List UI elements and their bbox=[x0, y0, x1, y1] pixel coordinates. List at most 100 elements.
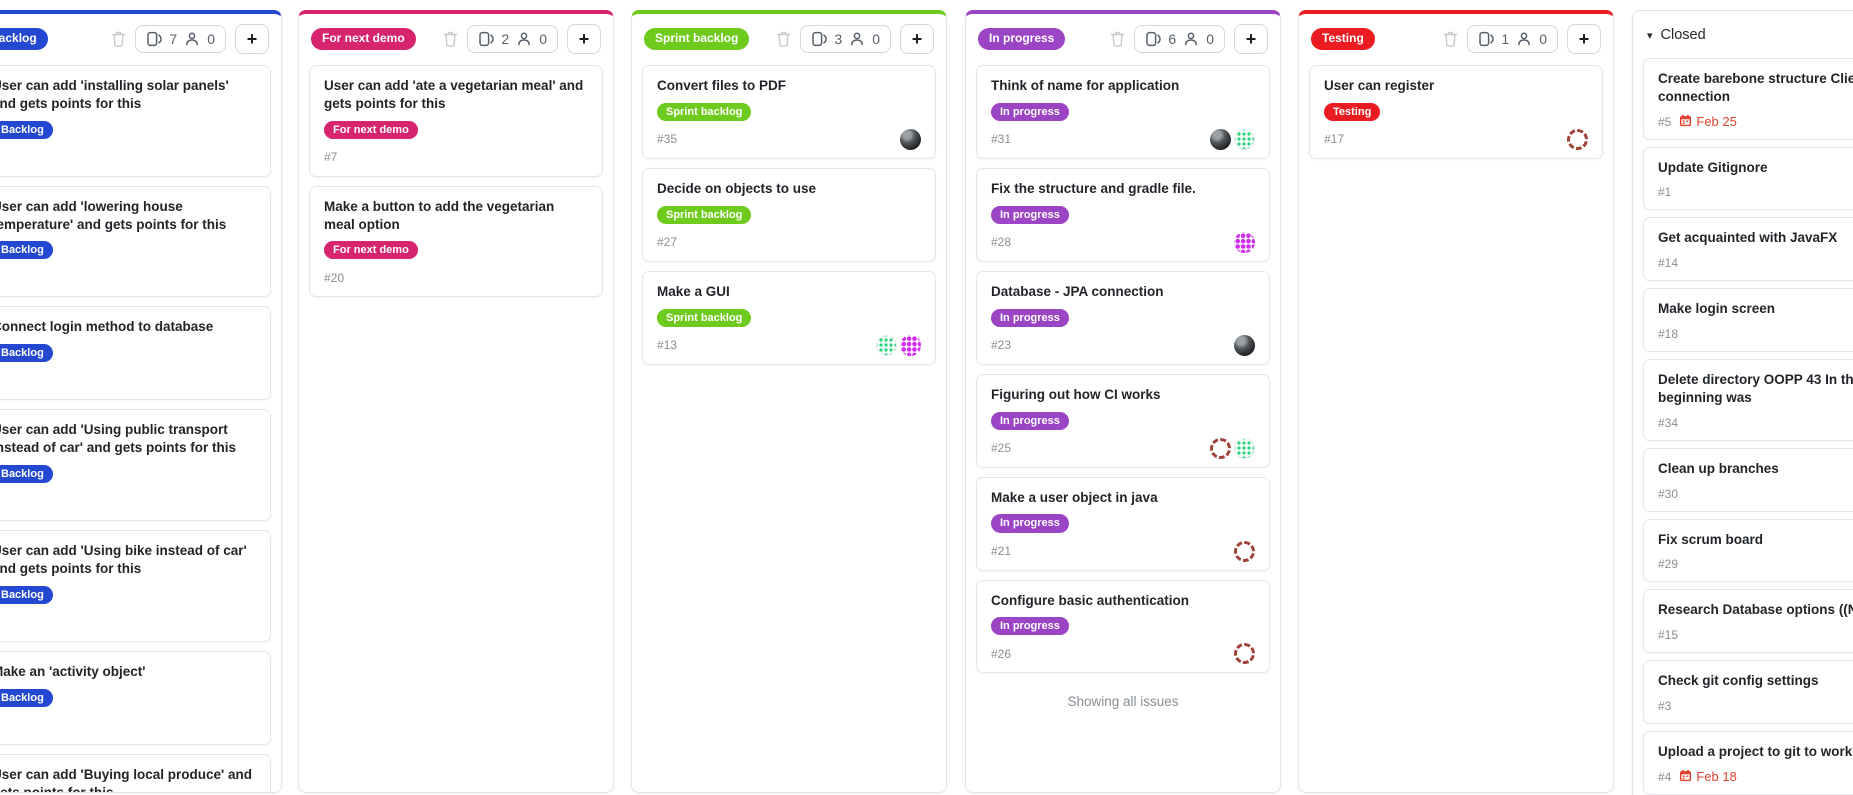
trash-icon[interactable] bbox=[776, 31, 791, 47]
card[interactable]: User can add 'ate a vegetarian meal' and… bbox=[309, 65, 603, 177]
card-label: Backlog bbox=[0, 464, 53, 484]
add-card-button[interactable]: + bbox=[900, 24, 934, 54]
card-title: User can add 'Buying local produce' and … bbox=[0, 766, 252, 793]
issue-number: #27 bbox=[657, 235, 678, 250]
column-counts: 6 0 bbox=[1134, 25, 1225, 53]
card-label: For next demo bbox=[324, 120, 418, 139]
card-label: Backlog bbox=[0, 344, 53, 363]
trash-icon[interactable] bbox=[1443, 31, 1458, 47]
issue-number: #3 bbox=[1658, 698, 1672, 713]
card[interactable]: Clean up branches #30 bbox=[1643, 447, 1853, 512]
column-closed: ▾ Closed Create barebone structure Clien… bbox=[1632, 10, 1853, 795]
card-title: Delete directory OOPP 43 In the beginnin… bbox=[1658, 372, 1853, 405]
card[interactable]: Fix scrum board #29 bbox=[1643, 518, 1853, 583]
card[interactable]: Think of name for application In progres… bbox=[976, 65, 1270, 159]
card-label: Sprint backlog bbox=[657, 205, 752, 224]
column-label: Testing bbox=[1311, 28, 1375, 50]
card[interactable]: Make a user object in java In progress #… bbox=[976, 476, 1270, 571]
assignees-icon bbox=[849, 31, 865, 47]
column-counts: 2 0 bbox=[467, 25, 558, 53]
issue-number: #7 bbox=[324, 150, 338, 165]
assignees-count: 0 bbox=[1206, 31, 1214, 47]
assignees-icon bbox=[516, 31, 532, 47]
trash-icon[interactable] bbox=[111, 31, 126, 47]
card[interactable]: Figuring out how CI works In progress #2… bbox=[976, 373, 1270, 468]
add-card-button[interactable]: + bbox=[1234, 24, 1268, 54]
card[interactable]: Make an 'activity object' Backlog bbox=[0, 650, 271, 745]
card[interactable]: Update Gitignore #1 bbox=[1643, 146, 1853, 211]
card[interactable]: Database - JPA connection In progress #2… bbox=[976, 270, 1270, 365]
trash-icon[interactable] bbox=[1110, 31, 1125, 47]
issue-number: #5 bbox=[1658, 114, 1672, 129]
card[interactable]: Make a GUI Sprint backlog #13 bbox=[642, 270, 936, 365]
card[interactable]: Fix the structure and gradle file. In pr… bbox=[976, 167, 1270, 262]
card[interactable]: Get acquainted with JavaFX #14 bbox=[1643, 217, 1853, 282]
avatar-identicon-green bbox=[1234, 128, 1255, 150]
card-title: Update Gitignore bbox=[1658, 159, 1768, 175]
card[interactable]: Upload a project to git to work from #4 … bbox=[1643, 730, 1853, 795]
column-for-next-demo: For next demo 2 0 + User can add 'ate a … bbox=[298, 10, 614, 793]
assignees-count: 0 bbox=[539, 31, 547, 47]
column-testing: Testing 1 0 + User can register Testing … bbox=[1298, 10, 1614, 793]
issue-number: #23 bbox=[991, 338, 1012, 353]
card[interactable]: Research Database options ((No)SQL?) #15 bbox=[1643, 589, 1853, 654]
avatar-identicon-magenta bbox=[1234, 231, 1255, 253]
caret-down-icon[interactable]: ▾ bbox=[1647, 29, 1653, 42]
card[interactable]: Connect login method to database Backlog bbox=[0, 306, 271, 401]
issue-number: #14 bbox=[1658, 256, 1679, 271]
card-title: Make a GUI bbox=[657, 283, 730, 299]
card[interactable]: User can add 'Buying local produce' and … bbox=[0, 753, 271, 793]
card[interactable]: Create barebone structure Client-Server … bbox=[1643, 58, 1853, 140]
showing-all-issues-note: Showing all issues bbox=[1067, 694, 1179, 710]
card[interactable]: Make a button to add the vegetarian meal… bbox=[309, 185, 603, 298]
card-label: Backlog bbox=[0, 688, 53, 707]
cards-count: 1 bbox=[1501, 31, 1510, 47]
card-list: User can add 'ate a vegetarian meal' and… bbox=[299, 62, 613, 307]
add-card-button[interactable]: + bbox=[235, 24, 269, 54]
card[interactable]: Delete directory OOPP 43 In the beginnin… bbox=[1643, 359, 1853, 441]
column-label: Closed bbox=[1660, 27, 1706, 43]
due-date: Feb 25 bbox=[1679, 114, 1737, 130]
card-label: In progress bbox=[991, 102, 1069, 121]
add-card-button[interactable]: + bbox=[1567, 24, 1601, 54]
card[interactable]: User can add 'installing solar panels' a… bbox=[0, 65, 271, 177]
card-list: Create barebone structure Client-Server … bbox=[1633, 55, 1853, 795]
avatar-identicon-magenta bbox=[900, 334, 921, 356]
card-title: User can add 'Using bike instead of car'… bbox=[0, 543, 247, 576]
issue-number: #28 bbox=[991, 235, 1012, 250]
card-label: For next demo bbox=[324, 241, 418, 260]
card-title: Get acquainted with JavaFX bbox=[1658, 230, 1838, 246]
avatar-identicon-green bbox=[1234, 437, 1255, 459]
card[interactable]: Check git config settings #3 bbox=[1643, 660, 1853, 724]
card[interactable]: Convert files to PDF Sprint backlog #35 bbox=[642, 65, 936, 159]
trash-icon[interactable] bbox=[443, 31, 458, 47]
assignees-icon bbox=[1516, 31, 1532, 47]
card[interactable]: User can add 'Using bike instead of car'… bbox=[0, 530, 271, 642]
issue-number: #25 bbox=[991, 441, 1012, 456]
card[interactable]: Make login screen #18 bbox=[1643, 288, 1853, 353]
card-list: Think of name for application In progres… bbox=[966, 62, 1280, 719]
card-title: Check git config settings bbox=[1658, 673, 1819, 689]
card-title: User can add 'lowering house temperature… bbox=[0, 198, 227, 232]
issue-number: #15 bbox=[1658, 628, 1679, 643]
column-counts: 3 0 bbox=[800, 25, 891, 53]
card-list: Convert files to PDF Sprint backlog #35 … bbox=[632, 62, 946, 375]
issue-number: #31 bbox=[991, 132, 1012, 147]
column-label: In progress bbox=[978, 28, 1066, 50]
avatar-photo bbox=[1210, 128, 1231, 150]
card[interactable]: User can register Testing #17 bbox=[1309, 65, 1603, 159]
due-date: Feb 18 bbox=[1679, 769, 1737, 785]
card-label: In progress bbox=[991, 514, 1069, 533]
add-card-button[interactable]: + bbox=[567, 24, 601, 54]
card-label: In progress bbox=[991, 308, 1069, 327]
card[interactable]: Decide on objects to use Sprint backlog … bbox=[642, 167, 936, 262]
card[interactable]: User can add 'Using public transport ins… bbox=[0, 409, 271, 522]
card-label: In progress bbox=[991, 617, 1069, 636]
card[interactable]: Configure basic authentication In progre… bbox=[976, 579, 1270, 674]
card[interactable]: User can add 'lowering house temperature… bbox=[0, 185, 271, 298]
card-title: User can add 'Using public transport ins… bbox=[0, 422, 236, 456]
issue-number: #35 bbox=[657, 132, 678, 147]
issue-number: #34 bbox=[1658, 415, 1679, 430]
column-sprint-backlog: Sprint backlog 3 0 + Convert files to PD… bbox=[631, 10, 947, 793]
card-label: Backlog bbox=[0, 241, 53, 260]
